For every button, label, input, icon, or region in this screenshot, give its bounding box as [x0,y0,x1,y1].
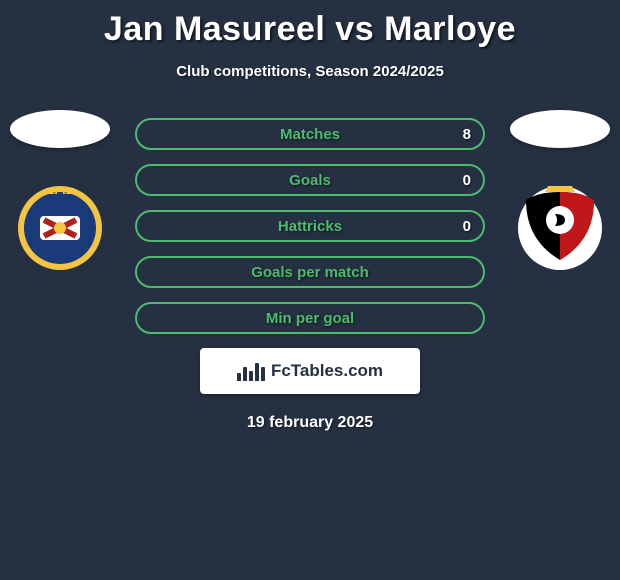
stat-label: Goals per match [251,264,369,281]
stat-row: Min per goal [135,302,485,334]
stat-value-right: 8 [463,126,471,143]
left-team-badge [10,176,110,276]
stat-row: Hattricks 0 [135,210,485,242]
stat-row: Matches 8 [135,118,485,150]
stat-value-right: 0 [463,218,471,235]
stat-label: Goals [289,172,331,189]
page-title: Jan Masureel vs Marloye [0,0,620,49]
stat-row: Goals 0 [135,164,485,196]
right-player-column [510,110,610,281]
stat-value-right: 0 [463,172,471,189]
page-subtitle: Club competitions, Season 2024/2025 [0,63,620,80]
right-player-avatar [510,110,610,148]
stat-row: Goals per match [135,256,485,288]
fctables-badge[interactable]: FcTables.com [200,348,420,394]
left-player-avatar [10,110,110,148]
footer-date: 19 february 2025 [0,414,620,432]
right-team-badge [510,176,610,276]
stat-label: Hattricks [278,218,342,235]
stat-label: Min per goal [266,310,354,327]
left-player-column [10,110,110,281]
comparison-panel: Matches 8 Goals 0 Hattricks 0 Goals per match M… [0,110,620,432]
stat-label: Matches [280,126,340,143]
brand-text: FcTables.com [271,361,383,381]
stats-list: Matches 8 Goals 0 Hattricks 0 Goals per match M… [135,110,485,334]
bar-chart-icon [237,361,265,381]
